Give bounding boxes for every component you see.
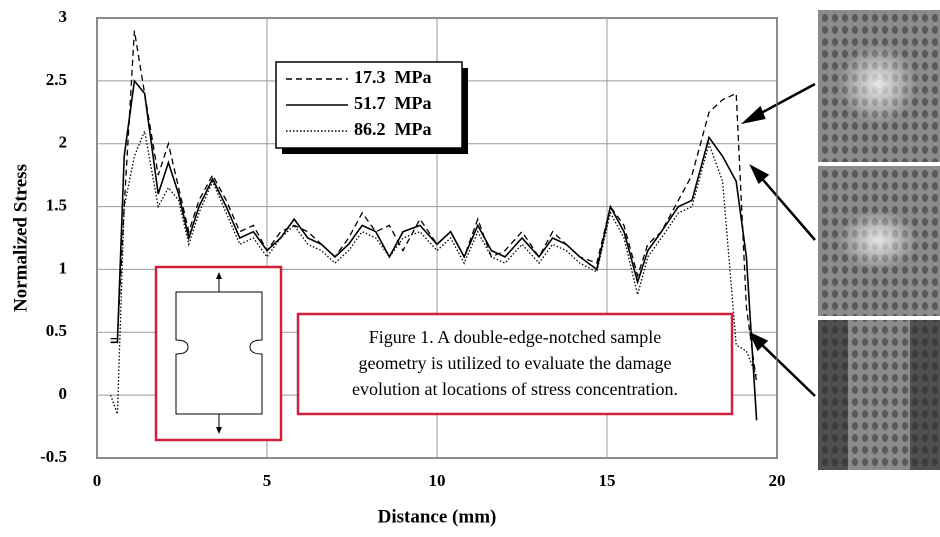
x-tick-label: 0: [93, 471, 102, 490]
y-tick-label: 3: [59, 7, 68, 26]
caption-line: evolution at locations of stress concent…: [352, 379, 678, 399]
y-tick-label: 1: [59, 258, 68, 277]
legend-label: 51.7 MPa: [354, 93, 431, 113]
x-tick-label: 20: [769, 471, 786, 490]
caption-line: geometry is utilized to evaluate the dam…: [359, 353, 672, 373]
y-tick-label: -0.5: [40, 447, 67, 466]
xray-images: [818, 10, 940, 470]
x-tick-label: 15: [599, 471, 616, 490]
arrows: [740, 82, 816, 397]
sample-diagram: [154, 265, 283, 442]
y-tick-label: 0: [59, 384, 68, 403]
legend-label: 86.2 MPa: [354, 119, 431, 139]
y-tick-label: 2.5: [46, 70, 67, 89]
caption-box: [296, 312, 734, 416]
y-axis-label: Normalized Stress: [10, 164, 31, 312]
series-line: [110, 78, 758, 421]
legend-label: 17.3 MPa: [354, 67, 431, 87]
caption-line: Figure 1. A double-edge-notched sample: [369, 327, 661, 347]
y-tick-label: 1.5: [46, 195, 67, 214]
x-tick-label: 5: [263, 471, 272, 490]
y-tick-label: 2: [59, 133, 68, 152]
x-axis-label: Distance (mm): [378, 506, 497, 527]
x-tick-label: 10: [429, 471, 446, 490]
series-line: [109, 128, 758, 415]
y-tick-label: 0.5: [46, 321, 67, 340]
